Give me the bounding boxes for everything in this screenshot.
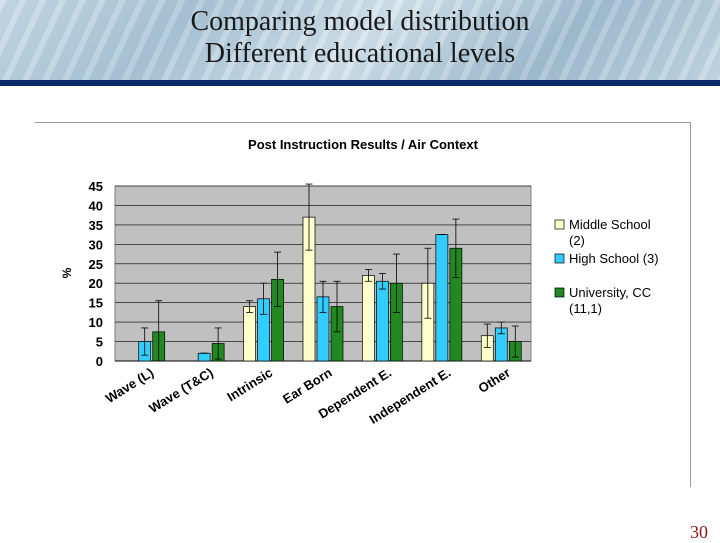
slide-title-line1: Comparing model distribution [190, 6, 530, 37]
legend: Middle School(2) High School (3) Universit… [554, 217, 659, 316]
y-tick-label: 35 [89, 218, 103, 233]
legend-label: University, CC [569, 285, 651, 300]
chart-container: Post Instruction Results / Air Context %… [35, 122, 691, 487]
x-tick-label: Intrinsic [224, 365, 275, 405]
header-banner [0, 0, 720, 82]
slide-title-line2: Different educational levels [204, 38, 516, 69]
bar [362, 275, 375, 362]
y-axis-label: % [60, 267, 74, 278]
legend-swatch [554, 287, 565, 298]
bar [243, 306, 256, 362]
title-divider [0, 80, 720, 86]
legend-swatch [554, 253, 565, 264]
y-tick-label: 15 [89, 296, 103, 311]
legend-label: High School (3) [569, 251, 659, 266]
y-tick-label: 10 [89, 315, 103, 330]
bar [197, 352, 211, 362]
legend-swatch [554, 219, 565, 230]
y-tick-label: 5 [96, 335, 103, 350]
y-tick-label: 45 [89, 179, 103, 194]
y-tick-label: 25 [89, 257, 103, 272]
x-tick-label: Wave (T&C) [146, 365, 215, 416]
legend-label: (11,1) [569, 301, 602, 316]
bar-chart: Post Instruction Results / Air Context %… [60, 137, 659, 427]
legend-label: Middle School [569, 217, 651, 232]
bar [376, 280, 389, 362]
x-tick-label: Wave (L) [103, 365, 156, 406]
x-tick-label: Ear Born [280, 365, 335, 407]
x-tick-label: Other [476, 365, 513, 396]
legend-label: (2) [569, 233, 585, 248]
bar [435, 234, 449, 362]
y-tick-label: 20 [89, 276, 103, 291]
page-number: 30 [690, 522, 708, 542]
y-tick-label: 30 [89, 237, 103, 252]
y-tick-label: 40 [89, 198, 103, 213]
chart-title: Post Instruction Results / Air Context [248, 137, 479, 152]
y-tick-label: 0 [96, 354, 103, 369]
plot-area: 0 5 10 15 20 25 30 35 40 45 Wave (L)Wave (T&C) Intr… [89, 179, 532, 427]
